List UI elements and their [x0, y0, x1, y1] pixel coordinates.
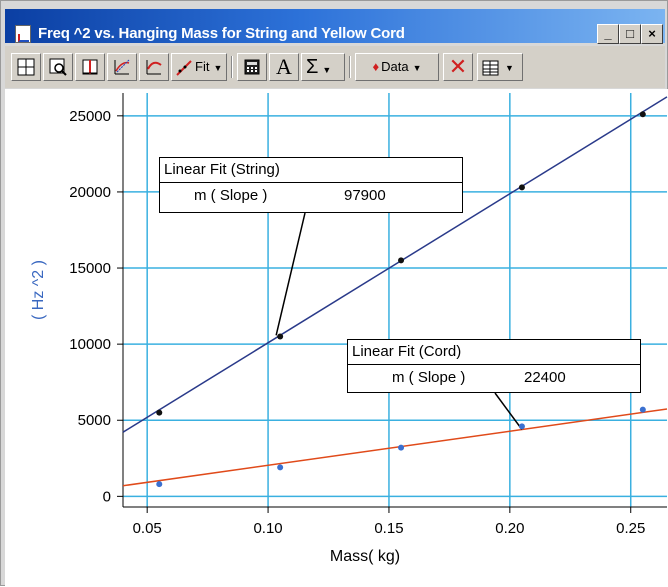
table-icon — [482, 60, 499, 76]
callout-param-label: m ( Slope ) — [194, 187, 268, 204]
plot-area[interactable]: 0.05 0.10 0.15 0.20 0.25 0 5000 10000 15000 20000… — [5, 89, 668, 587]
data-point-cord — [398, 444, 405, 451]
x-tick-label: 0.25 — [616, 520, 645, 537]
table-button[interactable]: ▼ — [477, 53, 523, 81]
tangent-icon — [114, 59, 130, 75]
statistics-button[interactable]: Σ ▼ — [301, 53, 345, 81]
linear-fit-icon — [176, 59, 192, 76]
y-tick-label: 20000 — [69, 184, 111, 201]
minimize-button[interactable]: _ — [597, 24, 619, 44]
close-button[interactable]: × — [641, 24, 663, 44]
examine-icon — [82, 59, 98, 75]
linear-fit-button[interactable]: Fit ▼ — [171, 53, 227, 81]
graph-options-button[interactable] — [11, 53, 41, 81]
tangent-button[interactable] — [107, 53, 137, 81]
callout-title: Linear Fit (String) — [160, 158, 462, 183]
x-tick-label: 0.10 — [253, 520, 282, 537]
dropdown-arrow-icon: ▼ — [213, 63, 223, 73]
data-point-cord — [277, 464, 284, 471]
y-axis-title: ( Hz ^2 ) — [30, 260, 47, 320]
x-tick-label: 0.15 — [374, 520, 403, 537]
integral-button[interactable] — [139, 53, 169, 81]
data-point-cord — [639, 406, 646, 413]
data-drop-icon: ♦ — [372, 59, 380, 74]
fit-line-cord — [122, 408, 668, 487]
data-point-cord — [156, 481, 163, 488]
y-tick-label: 0 — [103, 488, 111, 505]
y-tick-label: 25000 — [69, 108, 111, 125]
sigma-icon: Σ — [306, 56, 319, 78]
data-point-string — [277, 333, 284, 340]
fit-line-string — [122, 96, 668, 433]
dropdown-arrow-icon: ▼ — [322, 65, 332, 75]
remove-button[interactable]: ✕ — [443, 53, 473, 81]
x-axis-title: Mass( kg) — [330, 548, 400, 565]
curve-icon — [146, 60, 162, 75]
dropdown-arrow-icon: ▼ — [412, 63, 422, 73]
callout-param-value: 22400 — [524, 369, 566, 386]
graph-app-icon — [15, 25, 31, 43]
data-button[interactable]: ♦ Data ▼ — [355, 53, 439, 81]
y-tick-label: 15000 — [69, 260, 111, 277]
calculator-icon — [244, 59, 260, 75]
data-point-string — [398, 257, 405, 264]
graph-options-icon — [17, 58, 35, 76]
window-title: Freq ^2 vs. Hanging Mass for String and … — [38, 25, 405, 42]
callout-string-fit[interactable]: Linear Fit (String) m ( Slope ) 97900 — [159, 157, 463, 213]
calculator-button[interactable] — [237, 53, 267, 81]
callout-param-value: 97900 — [344, 187, 386, 204]
callout-cord-fit[interactable]: Linear Fit (Cord) m ( Slope ) 22400 — [347, 339, 641, 393]
magnifier-icon — [49, 58, 67, 76]
text-button[interactable]: A — [269, 53, 299, 81]
graph-toolbar: Fit ▼ A Σ ▼ ♦ Data ▼ ✕ ▼ — [5, 46, 665, 88]
toolbar-separator — [231, 56, 233, 78]
data-point-string — [518, 184, 525, 191]
examine-button[interactable] — [75, 53, 105, 81]
zoom-button[interactable] — [43, 53, 73, 81]
text-a-icon: A — [276, 54, 292, 79]
callout-param-row: m ( Slope ) 97900 — [160, 183, 462, 209]
callout-param-row: m ( Slope ) 22400 — [348, 365, 640, 391]
data-point-cord — [518, 423, 525, 430]
callout-title: Linear Fit (Cord) — [348, 340, 640, 365]
dropdown-arrow-icon: ▼ — [505, 63, 514, 73]
callout-leader-string — [275, 212, 306, 336]
y-tick-label: 10000 — [69, 336, 111, 353]
maximize-button[interactable]: □ — [619, 24, 641, 44]
callout-leader-cord — [494, 392, 523, 430]
toolbar-separator — [349, 56, 351, 78]
callout-param-label: m ( Slope ) — [392, 369, 466, 386]
data-point-string — [639, 111, 646, 118]
title-bar[interactable]: Freq ^2 vs. Hanging Mass for String and … — [5, 9, 665, 44]
y-tick-label: 5000 — [78, 412, 111, 429]
red-x-icon: ✕ — [448, 54, 468, 79]
x-tick-label: 0.20 — [495, 520, 524, 537]
data-point-string — [156, 409, 163, 416]
x-tick-label: 0.05 — [133, 520, 162, 537]
